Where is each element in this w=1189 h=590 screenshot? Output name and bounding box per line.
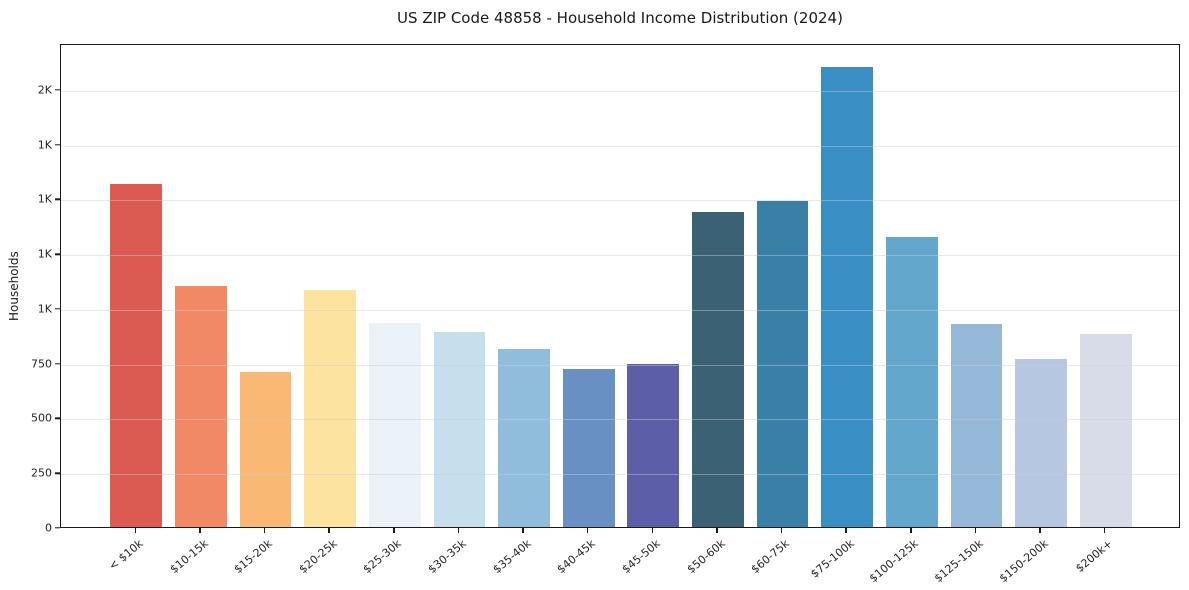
- ytick-label-750: 750: [31, 357, 52, 371]
- gridline-1000: [61, 309, 1179, 311]
- ytick-mark: [55, 253, 60, 255]
- plot-area: [60, 44, 1180, 528]
- bar-$45-50k: [627, 363, 680, 527]
- xtick-label-$75-100k: $75-100k: [808, 537, 857, 581]
- xtick-mark: [716, 528, 718, 533]
- xtick-label-$15-20k: $15-20k: [231, 537, 275, 577]
- ytick-mark: [55, 527, 60, 529]
- gridline-250: [61, 474, 1179, 476]
- bar-$150-200k: [1015, 359, 1067, 527]
- xtick-mark: [199, 528, 201, 533]
- xtick-label-$10-15k: $10-15k: [167, 537, 211, 577]
- gridline-1500: [61, 200, 1179, 202]
- xtick-label-$20-25k: $20-25k: [296, 537, 340, 577]
- ytick-mark: [55, 198, 60, 201]
- bar-$200k+: [1079, 334, 1132, 527]
- ytick-label-2K: 2K: [37, 83, 52, 97]
- xtick-label-$40-45k: $40-45k: [554, 537, 599, 577]
- xtick-label-$35-40k: $35-40k: [490, 537, 534, 577]
- xtick-mark: [845, 528, 847, 533]
- bar-$60-75k: [756, 200, 809, 527]
- xtick-mark: [780, 528, 783, 533]
- xtick-mark: [393, 528, 395, 533]
- bar-$50-60k: [692, 211, 744, 527]
- gridline-1250: [61, 255, 1179, 257]
- ytick-label-1K: 1K: [37, 138, 52, 152]
- xtick-label-$200k+: $200k+: [1073, 537, 1116, 575]
- xtick-mark: [1103, 528, 1106, 533]
- ytick-mark: [55, 417, 60, 420]
- bar-$30-35k: [433, 332, 486, 527]
- ytick-mark: [55, 472, 60, 474]
- xtick-mark: [1039, 528, 1041, 533]
- bar-$35-40k: [498, 348, 550, 527]
- bar-$25-30k: [368, 323, 421, 527]
- bar-$20-25k: [304, 290, 357, 527]
- bar-$10-15k: [175, 286, 227, 527]
- ytick-label-0: 0: [45, 521, 52, 535]
- bar-$75-100k: [821, 67, 874, 527]
- xtick-mark: [457, 528, 460, 533]
- xtick-mark: [974, 528, 977, 533]
- bar-$100-125k: [885, 236, 938, 527]
- gridline-750: [61, 364, 1179, 366]
- bar-$125-150k: [950, 324, 1003, 527]
- xtick-mark: [910, 528, 912, 533]
- bar-$40-45k: [562, 369, 615, 527]
- xtick-label-$100-125k: $100-125k: [867, 537, 922, 586]
- xtick-mark: [134, 528, 136, 533]
- ytick-label-1K: 1K: [37, 192, 52, 206]
- ytick-label-1K: 1K: [37, 247, 52, 261]
- gridline-2000: [61, 90, 1179, 92]
- xtick-label-$60-75k: $60-75k: [748, 537, 792, 577]
- ytick-mark: [55, 308, 60, 310]
- bar-< $10k: [110, 184, 163, 527]
- xtick-mark: [586, 528, 589, 533]
- xtick-mark: [263, 528, 266, 533]
- ytick-mark: [55, 144, 60, 146]
- ytick-mark: [55, 89, 60, 91]
- chart-title: US ZIP Code 48858 - Household Income Dis…: [397, 9, 843, 27]
- ytick-label-500: 500: [31, 411, 52, 425]
- xtick-label-$50-60k: $50-60k: [684, 537, 728, 577]
- bar-$15-20k: [239, 371, 292, 527]
- xtick-mark: [328, 528, 330, 533]
- ytick-label-250: 250: [31, 466, 52, 480]
- xtick-label-$25-30k: $25-30k: [361, 537, 405, 577]
- xtick-mark: [651, 528, 653, 533]
- ytick-label-1K: 1K: [37, 302, 52, 316]
- xtick-label-< $10k: < $10k: [106, 537, 146, 573]
- xtick-label-$30-35k: $30-35k: [425, 537, 469, 577]
- gridline-500: [61, 419, 1179, 421]
- xtick-mark: [522, 528, 524, 533]
- gridline-1750: [61, 145, 1179, 147]
- xtick-label-$45-50k: $45-50k: [619, 537, 663, 577]
- y-axis-label: Households: [7, 251, 21, 321]
- xtick-label-$150-200k: $150-200k: [996, 537, 1051, 586]
- ytick-mark: [55, 363, 60, 365]
- xtick-label-$125-150k: $125-150k: [931, 537, 986, 586]
